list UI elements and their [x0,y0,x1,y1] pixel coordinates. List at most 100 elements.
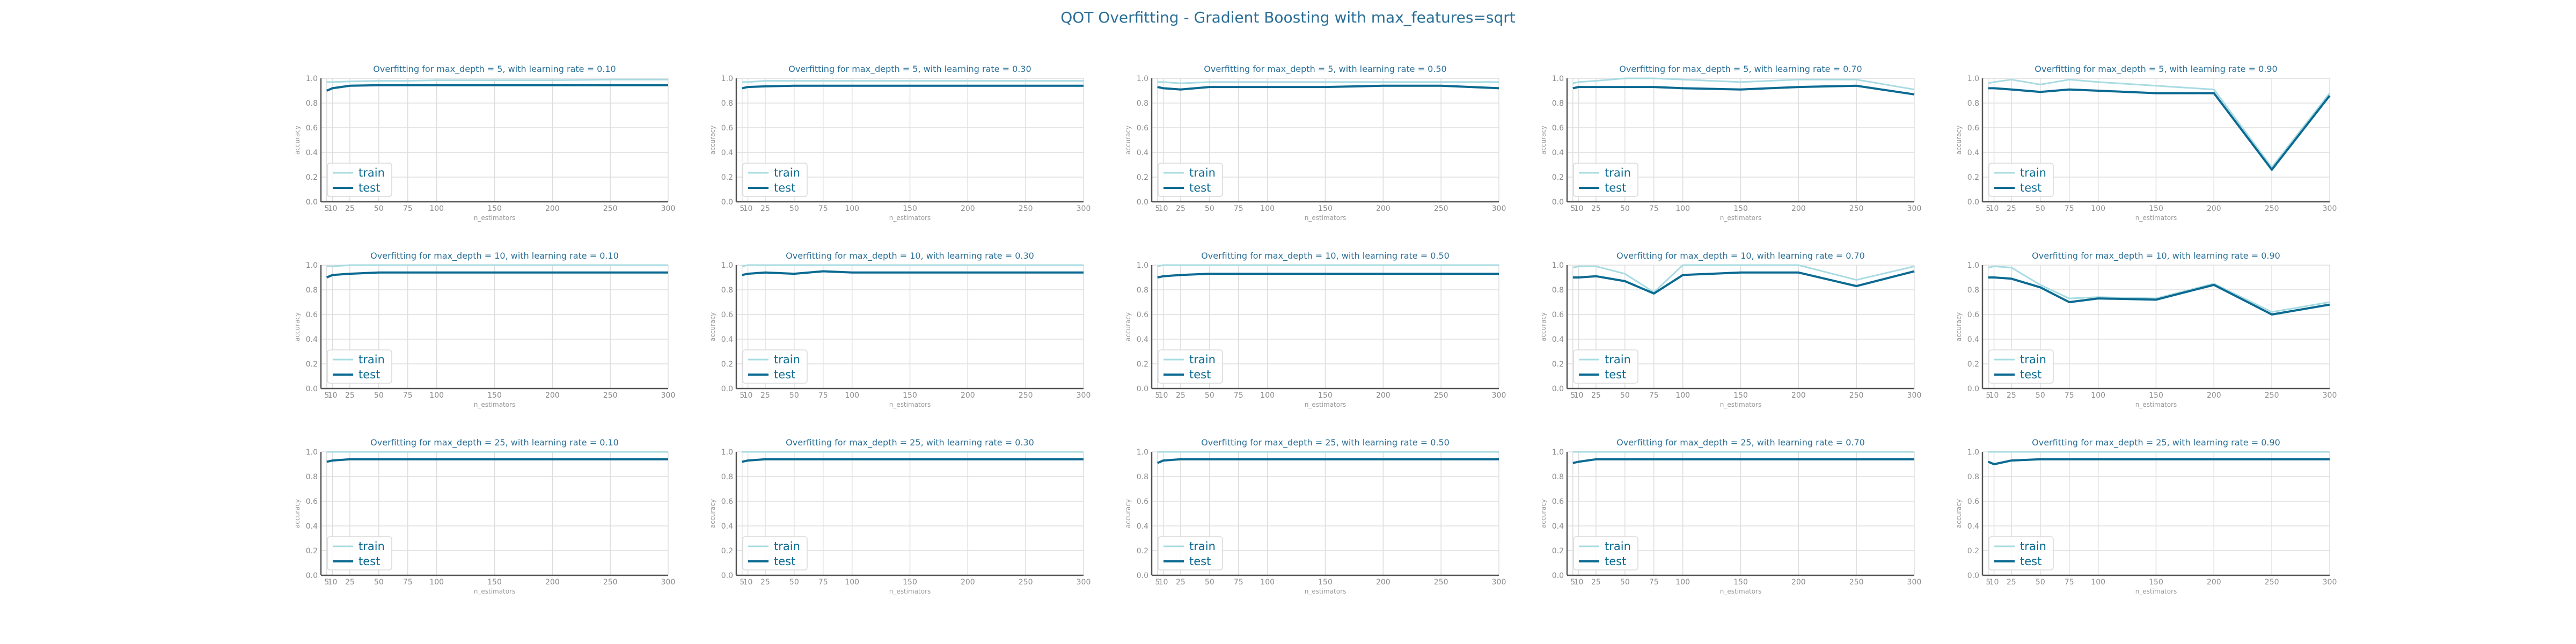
x-tick-label: 25 [1591,204,1601,213]
y-tick-label: 0.6 [1967,497,1979,506]
legend-label-test: test [1605,555,1626,568]
legend-label-train: train [774,166,800,179]
x-axis-label: n_estimators [474,401,516,408]
y-tick-label: 0.2 [1137,173,1148,182]
y-tick-label: 0.4 [306,335,318,344]
x-tick-label: 25 [1176,578,1185,587]
x-tick-label: 300 [2323,204,2337,213]
subplot-title: Overfitting for max_depth = 5, with lear… [2035,64,2277,75]
x-tick-label: 5 [324,391,329,400]
y-axis-label: accuracy [1540,499,1547,528]
figure-title: QOT Overfitting - Gradient Boosting with… [1060,9,1516,26]
y-tick-label: 0.8 [306,286,318,295]
x-tick-label: 25 [345,391,355,400]
x-tick-label: 75 [818,578,828,587]
y-tick-label: 0.8 [1552,286,1564,295]
subplot-6: Overfitting for max_depth = 10, with lea… [294,251,675,408]
x-tick-label: 10 [1159,578,1168,587]
y-tick-label: 1.0 [1967,448,1979,457]
x-tick-label: 75 [1649,391,1659,400]
subplot-4: Overfitting for max_depth = 5, with lear… [1540,64,1921,222]
x-tick-label: 300 [1077,204,1091,213]
x-tick-label: 300 [1492,204,1506,213]
y-tick-label: 0.4 [721,335,733,344]
x-tick-label: 250 [1849,204,1864,213]
y-tick-label: 0.6 [721,497,733,506]
x-tick-label: 100 [429,204,444,213]
x-tick-label: 5 [324,578,329,587]
x-tick-label: 250 [603,204,618,213]
x-tick-label: 150 [487,391,502,400]
legend-label-test: test [2020,181,2041,194]
x-tick-label: 50 [374,578,384,587]
x-tick-label: 150 [903,578,917,587]
y-axis-label: accuracy [294,126,301,155]
x-tick-label: 5 [324,204,329,213]
x-axis-label: n_estimators [2135,214,2177,222]
x-tick-label: 10 [1159,391,1168,400]
x-tick-label: 5 [1986,391,1990,400]
x-tick-label: 250 [1434,391,1448,400]
x-tick-label: 250 [1434,204,1448,213]
series-line-test [1988,276,2330,316]
series-line-train [326,78,668,83]
subplot-15: Overfitting for max_depth = 25, with lea… [1955,437,2337,595]
x-tick-label: 5 [740,204,744,213]
series-line-train [742,264,1084,267]
y-tick-label: 1.0 [1137,75,1148,83]
y-tick-label: 0.0 [1137,198,1148,207]
x-tick-label: 10 [1989,204,1999,213]
x-tick-label: 50 [1620,204,1630,213]
x-axis-label: n_estimators [1305,401,1346,408]
legend-label-test: test [2020,555,2041,568]
subplot-title: Overfitting for max_depth = 25, with lea… [1616,437,1865,448]
y-tick-label: 0.8 [1967,473,1979,481]
legend-label-train: train [1605,540,1631,553]
x-tick-label: 75 [1234,391,1243,400]
y-tick-label: 0.0 [306,572,318,580]
x-tick-label: 100 [429,578,444,587]
y-tick-label: 0.0 [1552,572,1564,580]
y-tick-label: 1.0 [721,448,733,457]
x-tick-label: 150 [2149,204,2163,213]
y-axis-label: accuracy [1124,499,1132,528]
y-tick-label: 0.6 [1967,124,1979,133]
y-tick-label: 0.4 [1967,149,1979,157]
x-tick-label: 50 [1205,391,1214,400]
x-tick-label: 100 [1675,204,1690,213]
x-tick-label: 200 [2207,391,2221,400]
x-tick-label: 150 [2149,578,2163,587]
y-tick-label: 0.8 [306,99,318,108]
x-tick-label: 200 [545,391,560,400]
y-axis-label: accuracy [709,126,716,155]
legend-label-test: test [774,181,795,194]
x-tick-label: 10 [1574,578,1584,587]
y-tick-label: 0.4 [1967,335,1979,344]
subplot-title: Overfitting for max_depth = 5, with lear… [373,64,616,75]
series-line-test [742,84,1084,90]
legend-label-test: test [774,368,795,381]
y-tick-label: 0.4 [1552,335,1564,344]
legend-label-test: test [774,555,795,568]
x-tick-label: 75 [818,204,828,213]
y-tick-label: 0.6 [1552,124,1564,133]
subplot-9: Overfitting for max_depth = 10, with lea… [1540,251,1921,408]
y-tick-label: 0.2 [721,173,733,182]
legend-label-test: test [1189,555,1211,568]
y-axis-label: accuracy [709,312,716,341]
y-tick-label: 1.0 [721,261,733,270]
series-line-train [326,264,668,267]
x-tick-label: 25 [1591,391,1601,400]
x-tick-label: 75 [2065,578,2074,587]
x-tick-label: 150 [1733,391,1748,400]
x-tick-label: 150 [1318,391,1333,400]
x-tick-label: 100 [1675,391,1690,400]
x-tick-label: 100 [2091,204,2105,213]
x-tick-label: 10 [1159,204,1168,213]
x-tick-label: 10 [743,391,753,400]
y-tick-label: 1.0 [1137,448,1148,457]
x-tick-label: 250 [1434,578,1448,587]
x-tick-label: 150 [1318,578,1333,587]
series-line-test [1988,458,2330,465]
series-line-train [1988,78,2331,169]
